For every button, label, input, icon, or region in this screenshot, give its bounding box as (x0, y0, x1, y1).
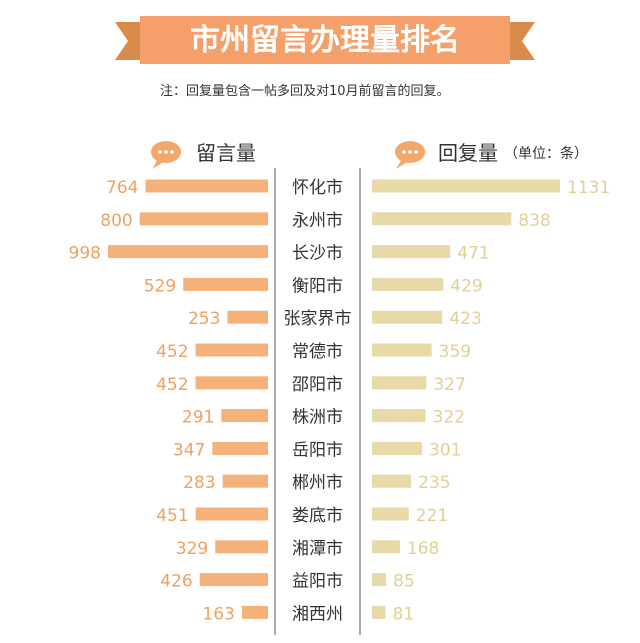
right-value-label: 85 (393, 572, 415, 592)
category-label: 怀化市 (292, 178, 343, 198)
right-value-label: 221 (416, 506, 448, 526)
right-value-label: 1131 (567, 178, 610, 198)
right-bar (372, 441, 423, 455)
left-bar (227, 310, 268, 324)
right-value-label: 81 (392, 604, 414, 624)
left-bar (241, 605, 268, 619)
right-bar (372, 474, 412, 488)
left-value-label: 529 (144, 276, 176, 296)
left-bar (199, 573, 268, 587)
footnote: 注：回复量包含一帖多回及对10月前留言的回复。 (160, 84, 450, 99)
left-value-label: 451 (156, 506, 188, 526)
right-value-label: 359 (439, 342, 471, 362)
right-value-label: 235 (418, 473, 450, 493)
category-label: 湘潭市 (292, 539, 343, 559)
left-value-label: 163 (202, 604, 234, 624)
category-label: 衡阳市 (292, 276, 343, 296)
left-bar (183, 277, 268, 291)
category-label: 湘西州 (292, 604, 343, 624)
right-bar (372, 245, 451, 259)
legend-left-label: 留言量 (196, 141, 256, 165)
left-bar (108, 245, 268, 259)
left-value-label: 329 (176, 539, 208, 559)
right-bar (372, 573, 387, 587)
right-bar (372, 179, 560, 193)
right-value-label: 423 (449, 309, 481, 329)
category-label: 永州市 (292, 211, 343, 231)
left-bar (221, 409, 268, 423)
left-bar (195, 343, 268, 357)
left-value-label: 764 (106, 178, 138, 198)
right-bar (372, 605, 386, 619)
category-label: 郴州市 (292, 473, 343, 493)
category-label: 邵阳市 (292, 375, 343, 395)
left-value-label: 253 (188, 309, 220, 329)
category-label: 长沙市 (292, 244, 343, 264)
category-label: 岳阳市 (292, 440, 343, 460)
speech-bubble-icon-tail (152, 159, 165, 169)
right-bar (372, 310, 443, 324)
left-value-label: 426 (160, 572, 192, 592)
right-bar (372, 277, 444, 291)
left-bar (145, 179, 268, 193)
left-value-label: 347 (173, 440, 205, 460)
category-label: 娄底市 (292, 506, 343, 526)
speech-bubble-icon-dot (158, 150, 162, 154)
unit-label: （单位：条） (504, 145, 588, 162)
category-label: 张家界市 (284, 309, 352, 329)
category-label: 常德市 (292, 342, 343, 362)
right-value-label: 327 (433, 375, 465, 395)
left-bar (222, 474, 268, 488)
right-bar (372, 507, 409, 521)
left-bar (212, 441, 268, 455)
right-bar (372, 409, 426, 423)
right-value-label: 429 (450, 276, 482, 296)
speech-bubble-icon-dot (414, 150, 418, 154)
right-bar (372, 212, 512, 226)
left-value-label: 283 (183, 473, 215, 493)
legend-right-label: 回复量 (438, 141, 498, 165)
speech-bubble-icon-dot (408, 150, 412, 154)
left-value-label: 800 (100, 211, 132, 231)
speech-bubble-icon-dot (402, 150, 406, 154)
left-value-label: 291 (182, 408, 214, 428)
speech-bubble-icon-dot (164, 150, 168, 154)
title-banner: 市州留言办理量排名 (115, 16, 535, 64)
banner-main (140, 16, 510, 64)
speech-bubble-icon-tail (396, 159, 409, 169)
left-bar (195, 376, 268, 390)
category-label: 益阳市 (292, 572, 343, 592)
page-title: 市州留言办理量排名 (190, 23, 460, 58)
left-value-label: 998 (69, 244, 101, 264)
left-bar (215, 540, 268, 554)
right-bar (372, 376, 427, 390)
right-value-label: 168 (407, 539, 439, 559)
left-bar (139, 212, 268, 226)
left-bar (195, 507, 268, 521)
left-value-label: 452 (156, 375, 188, 395)
speech-bubble-icon-dot (170, 150, 174, 154)
right-bar (372, 343, 432, 357)
right-value-label: 471 (457, 244, 489, 264)
right-value-label: 322 (433, 408, 465, 428)
right-bar (372, 540, 400, 554)
category-label: 株洲市 (292, 408, 343, 428)
left-value-label: 452 (156, 342, 188, 362)
right-value-label: 838 (518, 211, 550, 231)
right-value-label: 301 (429, 440, 461, 460)
